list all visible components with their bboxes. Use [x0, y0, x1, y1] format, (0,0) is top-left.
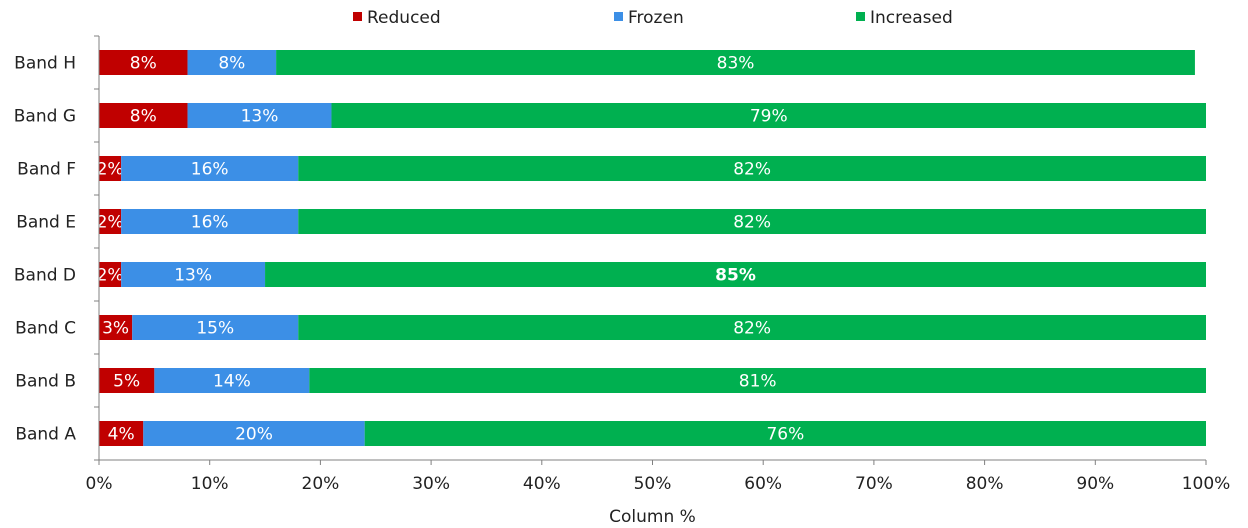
legend-label-increased: Increased: [870, 8, 953, 28]
bar-reduced-band-g: [99, 103, 188, 128]
bar-reduced-band-d: [99, 262, 122, 287]
x-tick-label-50: 50%: [634, 474, 672, 494]
data-label-reduced-band-c: 3%: [102, 319, 129, 339]
bar-increased-band-c: [298, 315, 1206, 340]
data-label-increased-band-a: 76%: [766, 425, 804, 445]
bar-increased-band-a: [364, 421, 1206, 446]
bar-frozen-band-f: [121, 156, 299, 181]
bar-frozen-band-b: [154, 368, 310, 393]
bar-frozen-band-d: [121, 262, 266, 287]
y-tick-label-band-h: Band H: [14, 54, 76, 74]
data-label-frozen-band-a: 20%: [235, 425, 273, 445]
x-tick-label-60: 60%: [744, 474, 782, 494]
data-label-increased-band-e: 82%: [733, 213, 771, 233]
data-label-frozen-band-e: 16%: [191, 213, 229, 233]
bar-frozen-band-c: [132, 315, 299, 340]
bar-row-band-c: 3% 15% 82%: [99, 315, 1206, 340]
y-tick-label-band-b: Band B: [15, 372, 76, 392]
x-tick-label-0: 0%: [86, 474, 113, 494]
bar-row-band-b: 5% 14% 81%: [99, 368, 1207, 393]
legend-label-reduced: Reduced: [367, 8, 441, 28]
bar-row-band-h: 8% 8% 83%: [99, 50, 1195, 75]
data-label-frozen-band-d: 13%: [174, 266, 212, 286]
y-tick-label-band-d: Band D: [14, 266, 76, 286]
y-tick-label-band-g: Band G: [14, 107, 76, 127]
data-label-frozen-band-h: 8%: [218, 54, 245, 74]
x-tick-label-20: 20%: [302, 474, 340, 494]
x-tick-label-80: 80%: [966, 474, 1004, 494]
bar-frozen-band-g: [187, 103, 332, 128]
y-tick-label-band-f: Band F: [17, 160, 76, 180]
bar-frozen-band-a: [143, 421, 365, 446]
data-label-reduced-band-h: 8%: [130, 54, 157, 74]
data-label-increased-band-h: 83%: [717, 54, 755, 74]
bars: 4% 20% 76% 5% 14% 81% 3% 15% 82% 2% 13% 85% 2% 16% 82%…: [97, 50, 1207, 446]
bar-reduced-band-b: [99, 368, 155, 393]
data-label-increased-band-b: 81%: [739, 372, 777, 392]
x-axis-title: Column %: [609, 507, 696, 527]
data-label-frozen-band-b: 14%: [213, 372, 251, 392]
bar-reduced-band-a: [99, 421, 144, 446]
bar-increased-band-b: [309, 368, 1207, 393]
y-axis: Band A Band B Band C Band D Band E Band F Band…: [14, 35, 100, 461]
data-label-frozen-band-g: 13%: [241, 107, 279, 127]
legend-item-frozen: Frozen: [614, 8, 684, 28]
legend-item-increased: Increased: [856, 8, 953, 28]
bar-row-band-g: 8% 13% 79%: [99, 103, 1207, 128]
bar-reduced-band-c: [99, 315, 133, 340]
data-label-reduced-band-f: 2%: [97, 160, 124, 180]
y-tick-label-band-a: Band A: [15, 425, 76, 445]
legend-swatch-frozen: [614, 12, 623, 21]
bar-reduced-band-e: [99, 209, 122, 234]
x-tick-label-30: 30%: [412, 474, 450, 494]
data-label-frozen-band-f: 16%: [191, 160, 229, 180]
bar-row-band-d: 2% 13% 85%: [97, 262, 1206, 287]
data-label-reduced-band-b: 5%: [113, 372, 140, 392]
bar-increased-band-f: [298, 156, 1206, 181]
data-label-increased-band-f: 82%: [733, 160, 771, 180]
x-tick-label-40: 40%: [523, 474, 561, 494]
legend: Reduced Frozen Increased: [353, 8, 953, 28]
x-axis: 0% 10% 20% 30% 40% 50% 60% 70% 80% 90% 100%: [86, 459, 1231, 494]
legend-label-frozen: Frozen: [628, 8, 684, 28]
bar-row-band-a: 4% 20% 76%: [99, 421, 1206, 446]
bar-frozen-band-h: [187, 50, 277, 75]
x-tick-label-70: 70%: [855, 474, 893, 494]
data-label-reduced-band-e: 2%: [97, 213, 124, 233]
data-label-reduced-band-d: 2%: [97, 266, 124, 286]
data-label-frozen-band-c: 15%: [196, 319, 234, 339]
x-tick-label-90: 90%: [1076, 474, 1114, 494]
data-label-increased-band-c: 82%: [733, 319, 771, 339]
bar-row-band-e: 2% 16% 82%: [97, 209, 1206, 234]
bar-row-band-f: 2% 16% 82%: [97, 156, 1206, 181]
x-tick-label-10: 10%: [191, 474, 229, 494]
data-label-increased-band-g: 79%: [750, 107, 788, 127]
legend-swatch-increased: [856, 12, 865, 21]
bar-increased-band-e: [298, 209, 1206, 234]
y-tick-label-band-e: Band E: [16, 213, 76, 233]
x-tick-label-100: 100%: [1182, 474, 1231, 494]
data-label-increased-band-d: 85%: [715, 266, 756, 286]
legend-swatch-reduced: [353, 12, 362, 21]
bar-increased-band-h: [276, 50, 1195, 75]
bar-reduced-band-h: [99, 50, 188, 75]
bar-increased-band-g: [331, 103, 1207, 128]
bar-frozen-band-e: [121, 209, 299, 234]
legend-item-reduced: Reduced: [353, 8, 441, 28]
data-label-reduced-band-g: 8%: [130, 107, 157, 127]
bar-reduced-band-f: [99, 156, 122, 181]
data-label-reduced-band-a: 4%: [108, 425, 135, 445]
y-tick-label-band-c: Band C: [15, 319, 76, 339]
bar-increased-band-d: [265, 262, 1206, 287]
